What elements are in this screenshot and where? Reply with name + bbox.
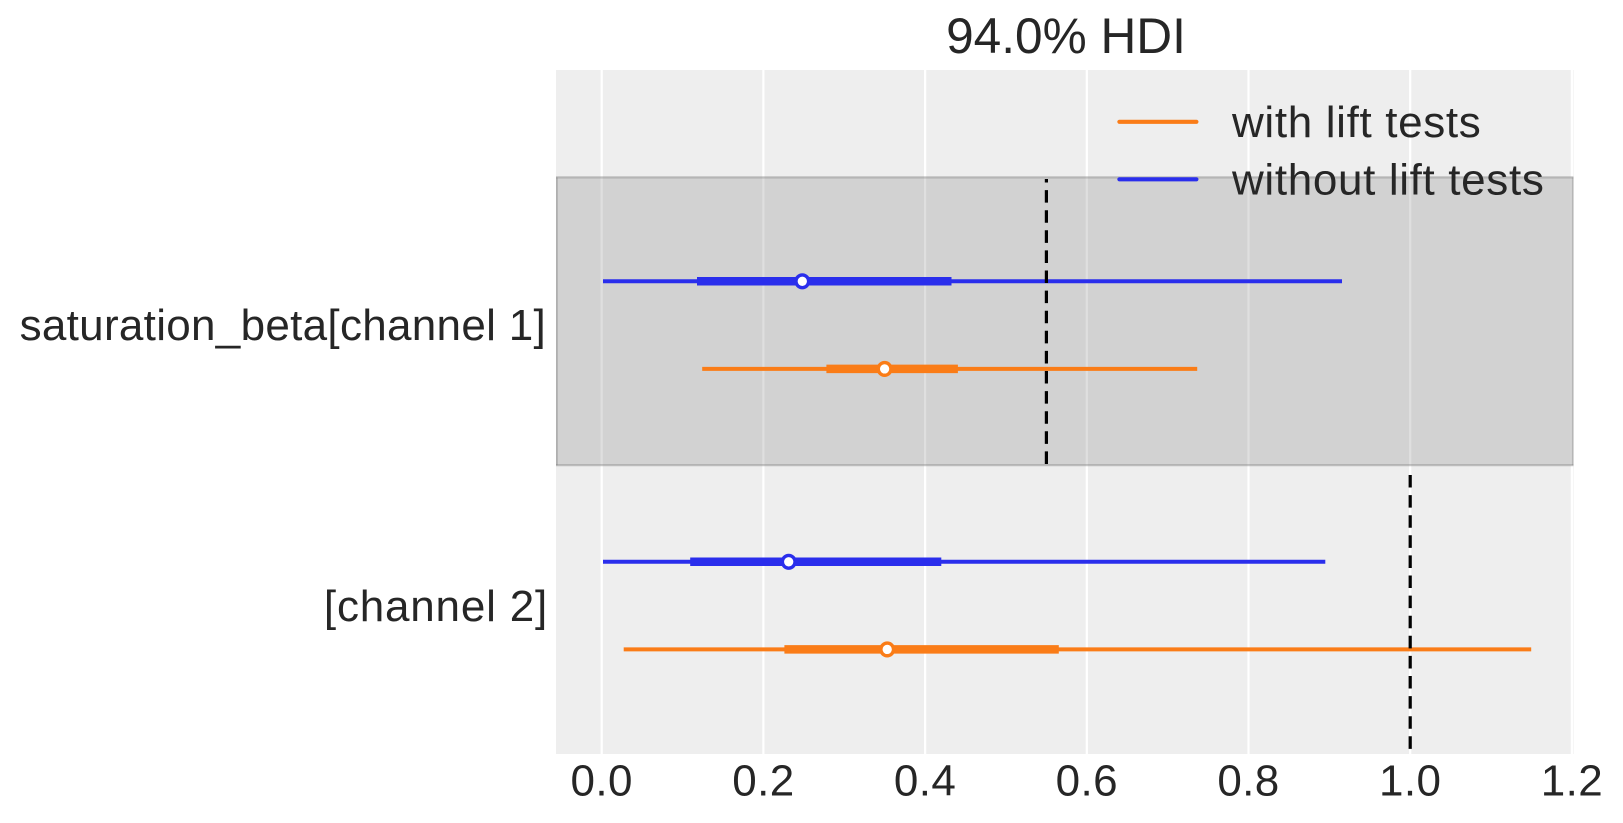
svg-text:1.2: 1.2 — [1541, 757, 1603, 806]
svg-text:with lift tests: with lift tests — [1231, 98, 1481, 147]
svg-text:without lift tests: without lift tests — [1231, 155, 1544, 204]
svg-text:1.0: 1.0 — [1379, 757, 1441, 806]
svg-text:94.0% HDI: 94.0% HDI — [946, 8, 1186, 64]
svg-text:0.4: 0.4 — [894, 757, 956, 806]
svg-text:0.6: 0.6 — [1056, 757, 1118, 806]
svg-text:0.2: 0.2 — [732, 757, 794, 806]
svg-text:saturation_beta[channel 1]: saturation_beta[channel 1] — [20, 301, 546, 350]
svg-text:[channel 2]: [channel 2] — [324, 582, 548, 631]
svg-text:0.8: 0.8 — [1217, 757, 1279, 806]
svg-text:0.0: 0.0 — [571, 757, 633, 806]
